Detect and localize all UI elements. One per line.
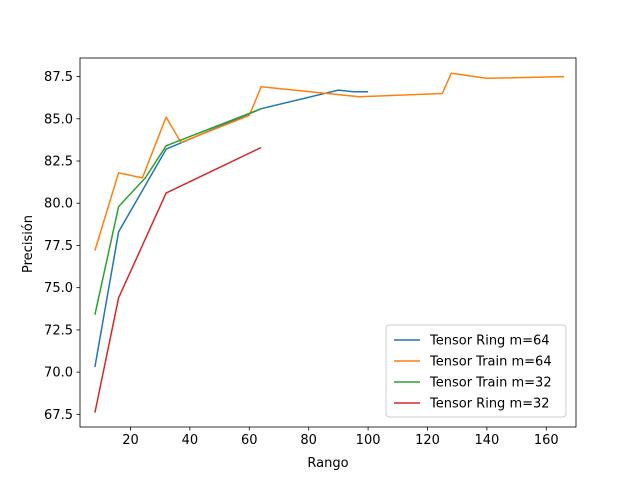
series-line-2 bbox=[94, 72, 565, 251]
legend-label-3: Tensor Train m=32 bbox=[429, 376, 552, 391]
y-tick-label: 67.5 bbox=[44, 408, 73, 423]
legend-box bbox=[385, 324, 567, 418]
y-tick-label: 72.5 bbox=[44, 323, 73, 338]
legend-label-1: Tensor Ring m=64 bbox=[429, 334, 550, 349]
y-axis-label: Precisión bbox=[21, 215, 36, 273]
series-line-1 bbox=[94, 89, 369, 368]
x-axis-label: Rango bbox=[307, 456, 348, 471]
x-tick-label: 60 bbox=[241, 433, 258, 448]
x-tick-label: 80 bbox=[300, 433, 317, 448]
x-tick-label: 40 bbox=[182, 433, 199, 448]
y-tick-label: 70.0 bbox=[44, 366, 73, 381]
y-tick-label: 75.0 bbox=[44, 281, 73, 296]
x-tick-label: 20 bbox=[122, 433, 139, 448]
plot-area bbox=[94, 72, 565, 413]
y-tick-label: 85.0 bbox=[44, 112, 73, 127]
y-tick-label: 77.5 bbox=[44, 239, 73, 254]
y-tick-label: 87.5 bbox=[44, 70, 73, 85]
x-tick-label: 100 bbox=[356, 433, 381, 448]
series-line-4 bbox=[94, 146, 262, 413]
x-tick-label: 140 bbox=[474, 433, 499, 448]
legend-label-4: Tensor Ring m=32 bbox=[429, 397, 550, 412]
legend-label-2: Tensor Train m=64 bbox=[429, 355, 552, 370]
axes: 20 40 60 80 100 120 140 160 67.5 70.0 72.5 75.0 77.5… bbox=[44, 57, 577, 448]
y-tick-label: 80.0 bbox=[44, 197, 73, 212]
plot-frame bbox=[79, 57, 577, 428]
x-tick-label: 160 bbox=[534, 433, 559, 448]
y-tick-label: 82.5 bbox=[44, 155, 73, 170]
series-line-3 bbox=[94, 108, 262, 315]
legend: Tensor Ring m=64 Tensor Train m=64 Tensor … bbox=[385, 324, 567, 418]
x-tick-label: 120 bbox=[415, 433, 440, 448]
